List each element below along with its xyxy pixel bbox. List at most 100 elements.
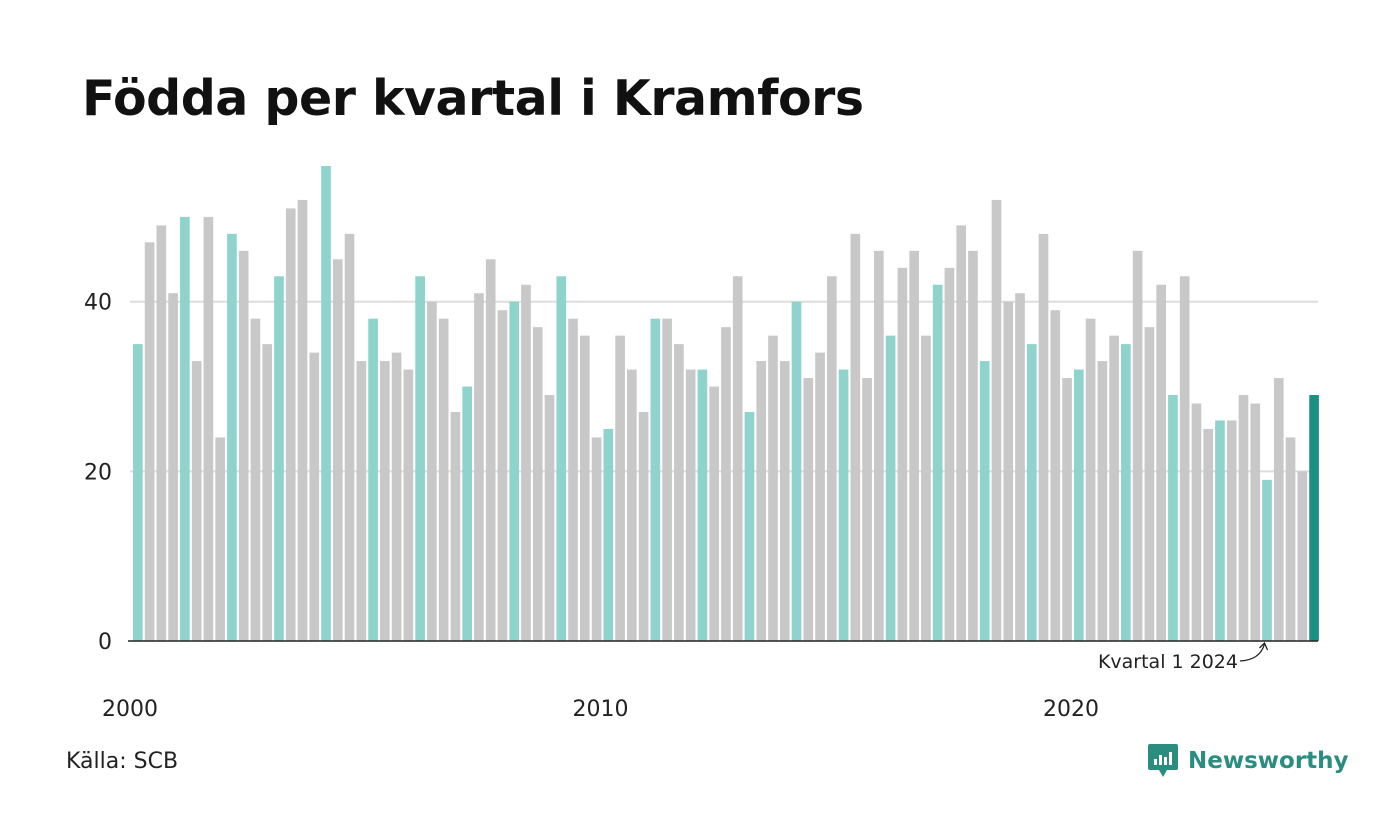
bar-2010-q2 bbox=[615, 335, 625, 641]
bar-2000-q3 bbox=[156, 225, 167, 642]
bar-2007-q3 bbox=[485, 259, 496, 641]
bar-2020-q3 bbox=[1097, 361, 1108, 641]
bar-2002-q1 bbox=[227, 233, 237, 642]
bar-2004-q3 bbox=[344, 233, 355, 642]
x-tick-label: 2020 bbox=[1043, 697, 1099, 722]
bar-2001-q1 bbox=[180, 216, 190, 641]
y-axis-labels: 0 20 40 bbox=[84, 291, 112, 655]
bar-2004-q2 bbox=[332, 259, 343, 641]
bar-2016-q1 bbox=[885, 335, 896, 641]
bar-2019-q4 bbox=[1062, 378, 1072, 641]
bar-2020-q1 bbox=[1073, 369, 1084, 641]
annotation: Kvartal 1 2024 bbox=[1098, 641, 1269, 673]
bar-2020-q4 bbox=[1109, 335, 1119, 641]
y-tick-label: 20 bbox=[84, 460, 112, 485]
bar-2017-q1 bbox=[932, 284, 943, 641]
newsworthy-logo-text: Newsworthy bbox=[1188, 748, 1349, 774]
bar-2009-q4 bbox=[591, 437, 602, 641]
bar-2014-q1 bbox=[791, 301, 802, 641]
x-tick-label: 2000 bbox=[102, 697, 158, 722]
newsworthy-logo: Newsworthy bbox=[1148, 744, 1349, 778]
annotation-arrow bbox=[1239, 643, 1266, 662]
bar-2000-q4 bbox=[168, 293, 178, 641]
bar-2013-q1 bbox=[744, 411, 755, 641]
bar-2003-q1 bbox=[274, 276, 284, 641]
bars bbox=[133, 166, 1319, 642]
bar-2006-q2 bbox=[427, 301, 437, 641]
bar-2018-q1 bbox=[979, 361, 990, 641]
bar-2008-q1 bbox=[509, 301, 520, 641]
bar-2023-q2 bbox=[1226, 420, 1237, 641]
bar-2018-q2 bbox=[991, 199, 1002, 641]
bar-2019-q1 bbox=[1026, 344, 1037, 642]
x-axis-labels: 2000 2010 2020 bbox=[102, 697, 1099, 722]
bar-2015-q4 bbox=[874, 250, 884, 641]
newsworthy-logo-icon bbox=[1148, 744, 1178, 777]
bar-2005-q1 bbox=[368, 318, 378, 641]
bar-2013-q3 bbox=[768, 335, 778, 641]
bar-2012-q2 bbox=[709, 386, 720, 641]
y-tick-label: 40 bbox=[84, 291, 112, 316]
bar-2009-q3 bbox=[579, 335, 590, 641]
bar-2012-q3 bbox=[721, 327, 731, 641]
bar-2013-q2 bbox=[756, 361, 767, 641]
bar-2006-q4 bbox=[450, 411, 461, 641]
bar-2003-q2 bbox=[285, 208, 296, 641]
bar-2001-q3 bbox=[203, 216, 214, 641]
bar-2011-q1 bbox=[650, 318, 661, 641]
bar-2005-q2 bbox=[380, 361, 390, 641]
bar-2009-q2 bbox=[568, 318, 578, 641]
bar-2016-q4 bbox=[921, 335, 931, 641]
bar-2022-q4 bbox=[1203, 428, 1214, 641]
bar-chart: 0 20 40 2000 2010 2020 Kvartal 1 2024 bbox=[84, 166, 1319, 722]
bar-2023-q4 bbox=[1250, 403, 1261, 641]
bar-2016-q3 bbox=[909, 250, 919, 641]
bar-2017-q4 bbox=[968, 250, 978, 641]
bar-2007-q1 bbox=[462, 386, 472, 641]
bar-2014-q2 bbox=[803, 378, 814, 641]
bar-2009-q1 bbox=[556, 276, 567, 641]
bar-2014-q4 bbox=[826, 276, 837, 641]
bar-2000-q2 bbox=[144, 242, 155, 641]
bar-2002-q2 bbox=[238, 250, 249, 641]
bar-2000-q1 bbox=[133, 344, 143, 642]
bar-2002-q3 bbox=[250, 318, 261, 641]
bar-2005-q3 bbox=[391, 352, 402, 641]
bar-2024-q3 bbox=[1285, 437, 1296, 641]
bar-2020-q2 bbox=[1085, 318, 1096, 641]
bar-2012-q1 bbox=[697, 369, 708, 641]
bar-2010-q4 bbox=[638, 411, 649, 641]
source-note: Källa: SCB bbox=[66, 749, 179, 774]
bar-2008-q2 bbox=[521, 284, 531, 641]
bar-2023-q3 bbox=[1238, 395, 1249, 641]
bar-2001-q2 bbox=[191, 361, 202, 641]
bar-2022-q1 bbox=[1168, 395, 1178, 641]
bar-2004-q4 bbox=[356, 361, 367, 641]
bar-2012-q4 bbox=[732, 276, 743, 641]
y-tick-label: 0 bbox=[98, 630, 112, 655]
bar-2002-q4 bbox=[262, 344, 273, 642]
bar-2023-q1 bbox=[1215, 420, 1225, 641]
bar-2022-q2 bbox=[1179, 276, 1190, 641]
bar-2017-q2 bbox=[944, 267, 955, 641]
bar-2015-q2 bbox=[850, 233, 861, 642]
bar-2024-q4 bbox=[1297, 471, 1308, 641]
bar-2003-q4 bbox=[309, 352, 320, 641]
annotation-arrowhead bbox=[1259, 641, 1269, 651]
bar-2015-q1 bbox=[838, 369, 849, 641]
bar-2011-q4 bbox=[685, 369, 696, 641]
bar-2018-q3 bbox=[1003, 301, 1014, 641]
bar-2011-q3 bbox=[674, 344, 684, 642]
bar-2025-q1 bbox=[1309, 395, 1319, 641]
bar-2021-q2 bbox=[1132, 250, 1143, 641]
bar-2004-q1 bbox=[321, 166, 331, 641]
bar-2017-q3 bbox=[956, 225, 967, 642]
bar-2008-q4 bbox=[544, 395, 555, 641]
bar-2007-q2 bbox=[474, 293, 484, 641]
bar-2006-q3 bbox=[438, 318, 449, 641]
bar-2006-q1 bbox=[415, 276, 425, 641]
bar-2024-q1 bbox=[1262, 479, 1272, 641]
bar-2024-q2 bbox=[1273, 378, 1284, 641]
bar-2008-q3 bbox=[532, 327, 543, 641]
bar-2001-q4 bbox=[215, 437, 225, 641]
